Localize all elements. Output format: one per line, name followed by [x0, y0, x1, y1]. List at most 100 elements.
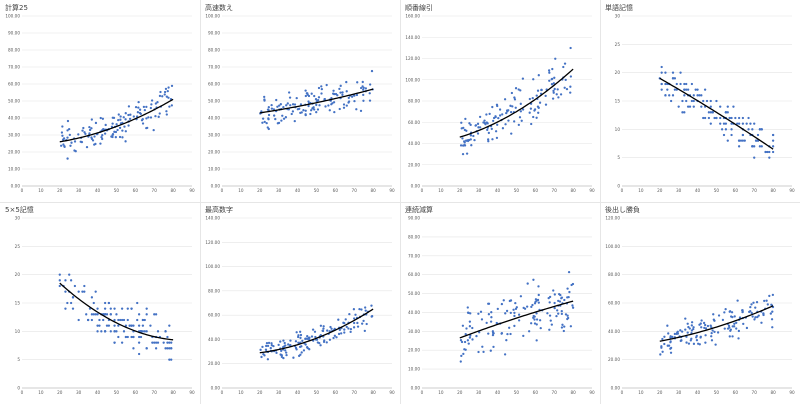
- data-point: [690, 324, 693, 327]
- data-point: [282, 105, 285, 109]
- data-point: [771, 145, 775, 148]
- data-point: [261, 117, 265, 120]
- x-tick-label: 90: [389, 390, 395, 395]
- data-point: [117, 118, 120, 122]
- data-point: [553, 76, 556, 79]
- data-point: [548, 301, 551, 304]
- data-point: [709, 105, 712, 108]
- data-point: [83, 284, 86, 288]
- x-tick-label: 0: [421, 188, 424, 193]
- data-point: [532, 316, 535, 319]
- data-point: [107, 324, 111, 327]
- y-tick-label: 120.00: [205, 240, 220, 245]
- data-point: [569, 46, 572, 50]
- x-tick-label: 70: [552, 390, 558, 395]
- data-point: [537, 285, 540, 288]
- data-point: [90, 118, 93, 121]
- data-point: [728, 335, 731, 338]
- x-tick-label: 20: [57, 188, 63, 193]
- data-point: [478, 115, 482, 119]
- data-point: [698, 94, 701, 97]
- data-point: [569, 75, 573, 78]
- y-tick-label: 40.00: [408, 141, 420, 146]
- y-tick-label: 15: [615, 99, 621, 104]
- data-point: [332, 101, 336, 104]
- data-point: [730, 133, 733, 137]
- data-point: [124, 112, 127, 115]
- x-tick-label: 50: [514, 188, 520, 193]
- data-point: [707, 111, 711, 114]
- data-point: [468, 122, 471, 125]
- data-point: [538, 319, 542, 322]
- data-point: [562, 65, 565, 69]
- data-point: [137, 341, 141, 344]
- data-point: [749, 305, 752, 309]
- data-point: [689, 339, 692, 342]
- data-point: [143, 108, 147, 112]
- data-point: [122, 318, 126, 322]
- data-point: [94, 313, 97, 316]
- data-point: [316, 108, 320, 111]
- data-point: [477, 350, 480, 354]
- data-point: [267, 117, 270, 120]
- data-point: [709, 99, 712, 103]
- data-point: [531, 96, 534, 100]
- data-point: [113, 307, 116, 310]
- data-point: [707, 116, 711, 120]
- data-point: [137, 335, 141, 339]
- x-tick-label: 80: [770, 390, 776, 395]
- data-point: [704, 341, 707, 344]
- y-tick-label: 20: [615, 70, 621, 75]
- y-tick-label: 140.00: [405, 35, 420, 40]
- data-point: [481, 345, 484, 348]
- data-point: [113, 318, 116, 322]
- chart-title: 高速数え: [205, 4, 233, 12]
- data-point: [465, 129, 468, 132]
- data-point: [168, 358, 171, 361]
- y-tick-label: 30.00: [8, 133, 20, 138]
- data-point: [333, 334, 336, 337]
- data-point: [722, 122, 726, 125]
- data-point: [660, 65, 663, 69]
- data-point: [341, 93, 344, 96]
- data-point: [768, 156, 771, 159]
- data-point: [692, 94, 695, 97]
- data-point: [710, 335, 713, 338]
- data-point: [683, 82, 686, 86]
- data-point: [356, 81, 359, 84]
- data-point: [137, 352, 141, 356]
- data-point: [364, 309, 367, 312]
- data-point: [540, 88, 543, 92]
- data-point: [533, 318, 536, 321]
- data-point: [86, 318, 90, 322]
- data-point: [304, 94, 307, 98]
- data-point: [149, 324, 152, 327]
- data-point: [520, 119, 523, 122]
- data-point: [272, 344, 275, 348]
- data-point: [165, 110, 168, 113]
- data-point: [751, 145, 754, 148]
- data-point: [145, 347, 148, 350]
- data-point: [335, 336, 338, 339]
- data-point: [757, 314, 760, 317]
- data-point: [353, 94, 356, 97]
- data-point: [157, 115, 160, 118]
- data-point: [126, 335, 129, 339]
- data-point: [713, 319, 716, 322]
- data-point: [117, 113, 120, 116]
- data-point: [143, 330, 146, 333]
- data-point: [700, 105, 703, 108]
- data-point: [66, 157, 69, 160]
- data-point: [103, 132, 107, 135]
- data-point: [552, 89, 555, 92]
- data-point: [560, 296, 564, 299]
- x-tick-label: 30: [276, 188, 282, 193]
- data-point: [349, 330, 352, 333]
- data-point: [270, 107, 274, 110]
- data-point: [319, 324, 323, 327]
- data-point: [469, 312, 472, 315]
- data-point: [505, 309, 509, 313]
- data-point: [90, 296, 94, 299]
- y-tick-label: 0.00: [11, 184, 21, 189]
- x-tick-label: 40: [95, 390, 101, 395]
